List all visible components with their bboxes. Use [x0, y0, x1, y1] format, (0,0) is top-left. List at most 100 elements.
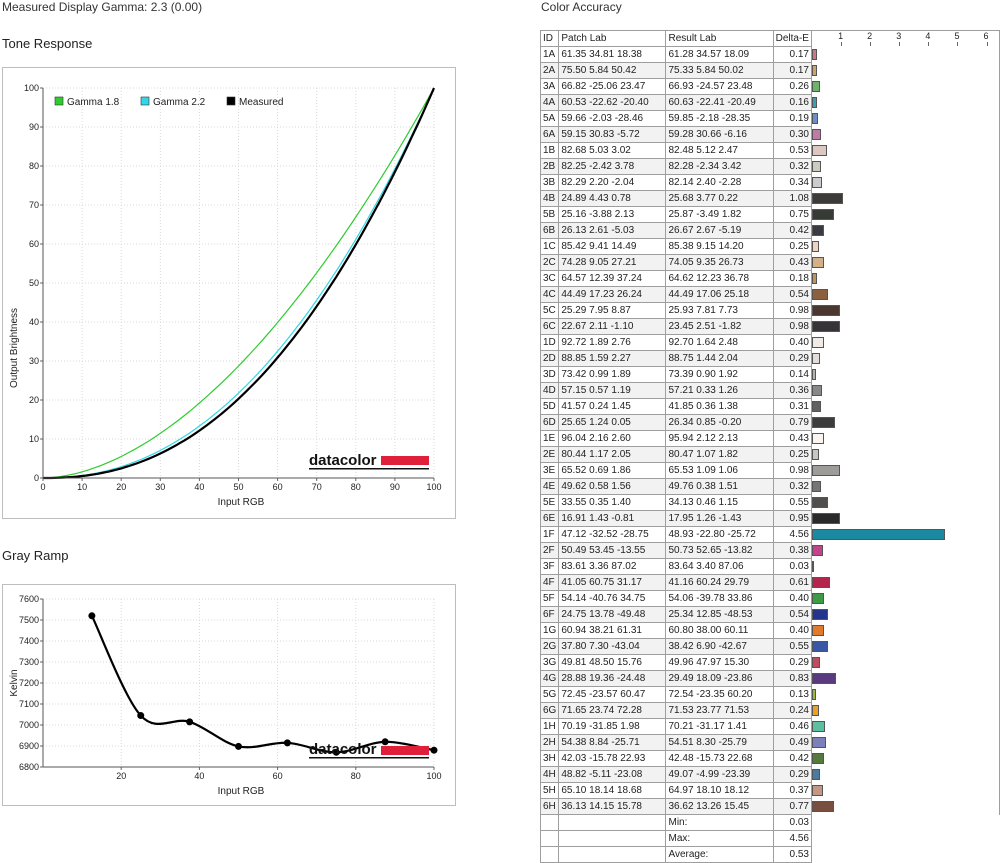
- row-id: 1D: [539, 334, 560, 351]
- delta-bar: [811, 112, 818, 124]
- row-result-lab: 25.93 7.81 7.73: [665, 302, 774, 319]
- gray-ramp-point: [332, 748, 340, 756]
- row-patch-lab: 33.55 0.35 1.40: [558, 494, 667, 511]
- gray-ramp-chart: 6800 6900 7000 7100 7200 7300 7400 7500 7600 20 40…: [2, 584, 456, 806]
- stats-row: Min: 0.03: [539, 814, 1000, 831]
- row-id: 4E: [539, 478, 560, 495]
- table-row: 2H 54.38 8.84 -25.71 54.51 8.30 -25.79 0.49: [539, 734, 1000, 751]
- legend-swatch-gamma-1-8: [54, 96, 64, 106]
- axis-tick-label: 1: [838, 31, 844, 41]
- axis-tick-label: 4: [925, 31, 931, 41]
- gray-ramp-point: [430, 746, 438, 754]
- row-patch-lab: 70.19 -31.85 1.98: [558, 718, 667, 735]
- tone-datacolor-logo: datacolor: [309, 452, 429, 470]
- delta-bar-cell: [810, 670, 1000, 687]
- gray-ytick: 7100: [19, 699, 39, 709]
- row-delta-e: 0.53: [772, 142, 812, 159]
- axis-tick-mark: [986, 42, 988, 46]
- delta-bar: [811, 512, 840, 524]
- row-patch-lab: 71.65 23.74 72.28: [558, 702, 667, 719]
- delta-bar: [811, 240, 820, 252]
- row-id: 4H: [539, 766, 560, 783]
- row-id: 1A: [539, 46, 560, 63]
- row-delta-e: 0.29: [772, 766, 812, 783]
- gray-ytick: 6900: [19, 741, 39, 751]
- row-patch-lab: 24.75 13.78 -49.48: [558, 606, 667, 623]
- row-delta-e: 4.56: [772, 526, 812, 543]
- row-result-lab: 80.47 1.07 1.82: [665, 446, 774, 463]
- row-result-lab: 75.33 5.84 50.02: [665, 62, 774, 79]
- row-id: 2E: [539, 446, 560, 463]
- row-patch-lab: 25.29 7.95 8.87: [558, 302, 667, 319]
- gray-xtick: 60: [273, 771, 283, 781]
- delta-bar: [811, 304, 841, 316]
- table-row: 3G 49.81 48.50 15.76 49.96 47.97 15.30 0.29: [539, 654, 1000, 671]
- row-id: 3A: [539, 78, 560, 95]
- row-patch-lab: 59.66 -2.03 -28.46: [558, 110, 667, 127]
- tone-ytick: 50: [29, 278, 39, 288]
- table-row: 5G 72.45 -23.57 60.47 72.54 -23.35 60.20 0.…: [539, 686, 1000, 703]
- row-result-lab: 48.93 -22.80 -25.72: [665, 526, 774, 543]
- row-result-lab: 25.34 12.85 -48.53: [665, 606, 774, 623]
- row-result-lab: 71.53 23.77 71.53: [665, 702, 774, 719]
- row-id: 5G: [539, 686, 560, 703]
- legend-measured: Measured: [239, 97, 283, 108]
- axis-tick-label: 2: [867, 31, 873, 41]
- table-row: 3H 42.03 -15.78 22.93 42.48 -15.73 22.68 0.…: [539, 750, 1000, 767]
- row-patch-lab: 74.28 9.05 27.21: [558, 254, 667, 271]
- row-patch-lab: 85.42 9.41 14.49: [558, 238, 667, 255]
- delta-bar: [811, 432, 825, 444]
- delta-bar: [811, 320, 841, 332]
- gray-ramp-svg: 6800 6900 7000 7100 7200 7300 7400 7500 7600 20 40…: [9, 594, 442, 797]
- row-result-lab: 82.28 -2.34 3.42: [665, 158, 774, 175]
- delta-bar: [811, 656, 821, 668]
- datacolor-logo-bar-gray: [381, 746, 429, 755]
- delta-bar: [811, 608, 828, 620]
- table-row: 5E 33.55 0.35 1.40 34.13 0.46 1.15 0.55: [539, 494, 1000, 511]
- row-result-lab: 54.06 -39.78 33.86: [665, 590, 774, 607]
- gray-ytick: 7000: [19, 720, 39, 730]
- tone-xtick: 30: [155, 482, 165, 492]
- table-row: 2G 37.80 7.30 -43.04 38.42 6.90 -42.67 0.55: [539, 638, 1000, 655]
- stats-empty: [558, 846, 667, 863]
- delta-axis-header: 1234567: [810, 30, 1000, 47]
- delta-bar: [811, 128, 821, 140]
- gray-ramp-point: [283, 739, 291, 747]
- table-row: 3B 82.29 2.20 -2.04 82.14 2.40 -2.28 0.34: [539, 174, 1000, 191]
- delta-bar: [811, 144, 828, 156]
- table-row: 5C 25.29 7.95 8.87 25.93 7.81 7.73 0.98: [539, 302, 1000, 319]
- stats-value: 0.53: [772, 846, 812, 863]
- delta-bar-cell: [810, 174, 1000, 191]
- tone-xtick: 40: [194, 482, 204, 492]
- row-delta-e: 0.29: [772, 654, 812, 671]
- table-row: 1H 70.19 -31.85 1.98 70.21 -31.17 1.41 0.46: [539, 718, 1000, 735]
- row-id: 3C: [539, 270, 560, 287]
- row-delta-e: 0.18: [772, 270, 812, 287]
- delta-bar-cell: [810, 110, 1000, 127]
- tone-ytick: 60: [29, 239, 39, 249]
- row-id: 4A: [539, 94, 560, 111]
- delta-bar-cell: [810, 238, 1000, 255]
- row-patch-lab: 92.72 1.89 2.76: [558, 334, 667, 351]
- row-id: 3D: [539, 366, 560, 383]
- tone-xtick: 50: [233, 482, 243, 492]
- table-row: 3A 66.82 -25.06 23.47 66.93 -24.57 23.48 0.…: [539, 78, 1000, 95]
- table-row: 2D 88.85 1.59 2.27 88.75 1.44 2.04 0.29: [539, 350, 1000, 367]
- row-delta-e: 0.79: [772, 414, 812, 431]
- tone-xtick: 90: [390, 482, 400, 492]
- delta-bar-cell: [810, 254, 1000, 271]
- axis-tick-label: 5: [954, 31, 960, 41]
- row-id: 3G: [539, 654, 560, 671]
- row-id: 6F: [539, 606, 560, 623]
- delta-bar-cell: [810, 94, 1000, 111]
- delta-bar: [811, 496, 828, 508]
- row-patch-lab: 82.25 -2.42 3.78: [558, 158, 667, 175]
- row-delta-e: 0.40: [772, 590, 812, 607]
- row-id: 1G: [539, 622, 560, 639]
- row-result-lab: 54.51 8.30 -25.79: [665, 734, 774, 751]
- row-delta-e: 0.24: [772, 702, 812, 719]
- delta-bar-cell: [810, 766, 1000, 783]
- axis-tick-label: 3: [896, 31, 902, 41]
- row-id: 6H: [539, 798, 560, 815]
- delta-bar: [811, 384, 823, 396]
